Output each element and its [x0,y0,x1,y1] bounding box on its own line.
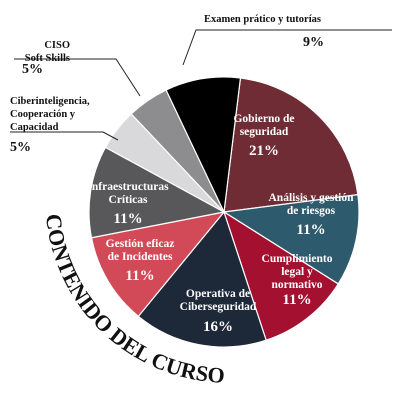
slice-label-6-line-2: Capacidad [10,122,59,133]
slice-label-2-line-2: normativo [271,279,322,291]
slice-percent-6: 5% [10,140,31,155]
pie-slice-1 [222,193,360,285]
pie-slice-0 [223,77,359,213]
pie-slice-2 [222,210,340,342]
slice-label-2-line-1: legal y [281,266,313,278]
slice-percent-2: 11% [282,292,311,308]
slice-label-5-line-1: Críticas [109,194,148,206]
slice-label-0-line-1: seguridad [240,126,289,138]
slice-label-3-line-0: Operativa de [186,288,250,300]
slice-percent-0: 21% [249,143,279,159]
slice-label-1-line-1: de riesgos [287,205,336,217]
leader-lines [10,29,392,141]
pie-slice-5 [88,146,226,239]
slice-label-4-line-1: de Incidentes [108,251,173,263]
pie-slices [88,76,360,348]
slice-percent-8: 9% [303,35,324,50]
slice-label-5-line-0: Infraestructuras [87,181,169,193]
slice-label-7-line-0: CISO [44,40,70,51]
leader-line-6 [10,131,119,141]
slice-label-4-line-0: Gestión eficaz [106,238,175,250]
leader-line-7 [14,58,141,97]
slice-label-2-line-0: Cumplimiento [262,253,333,265]
slice-label-8-line-0: Examen prático y tutorías [204,14,321,25]
slice-label-1-line-0: Análisis y gestión [269,192,355,204]
slice-label-6-line-0: Ciberinteligencia, [10,96,90,107]
slice-label-7-line-1: Soft Skills [25,53,70,64]
pie-slice-8 [165,76,242,215]
pie-slice-4 [90,211,226,318]
slice-percent-5: 11% [113,211,142,227]
slice-percent-7: 5% [22,62,43,77]
slice-label-6-line-1: Cooperación y [10,109,76,120]
slice-label-0-line-0: Gobierno de [233,113,294,125]
leader-line-8 [182,29,392,66]
slice-percent-4: 11% [125,268,154,284]
pie-slice-3 [137,210,267,348]
slice-percent-3: 16% [203,319,233,335]
slice-label-3-line-1: Ciberseguridad [180,301,257,313]
slice-percent-1: 11% [296,222,325,238]
